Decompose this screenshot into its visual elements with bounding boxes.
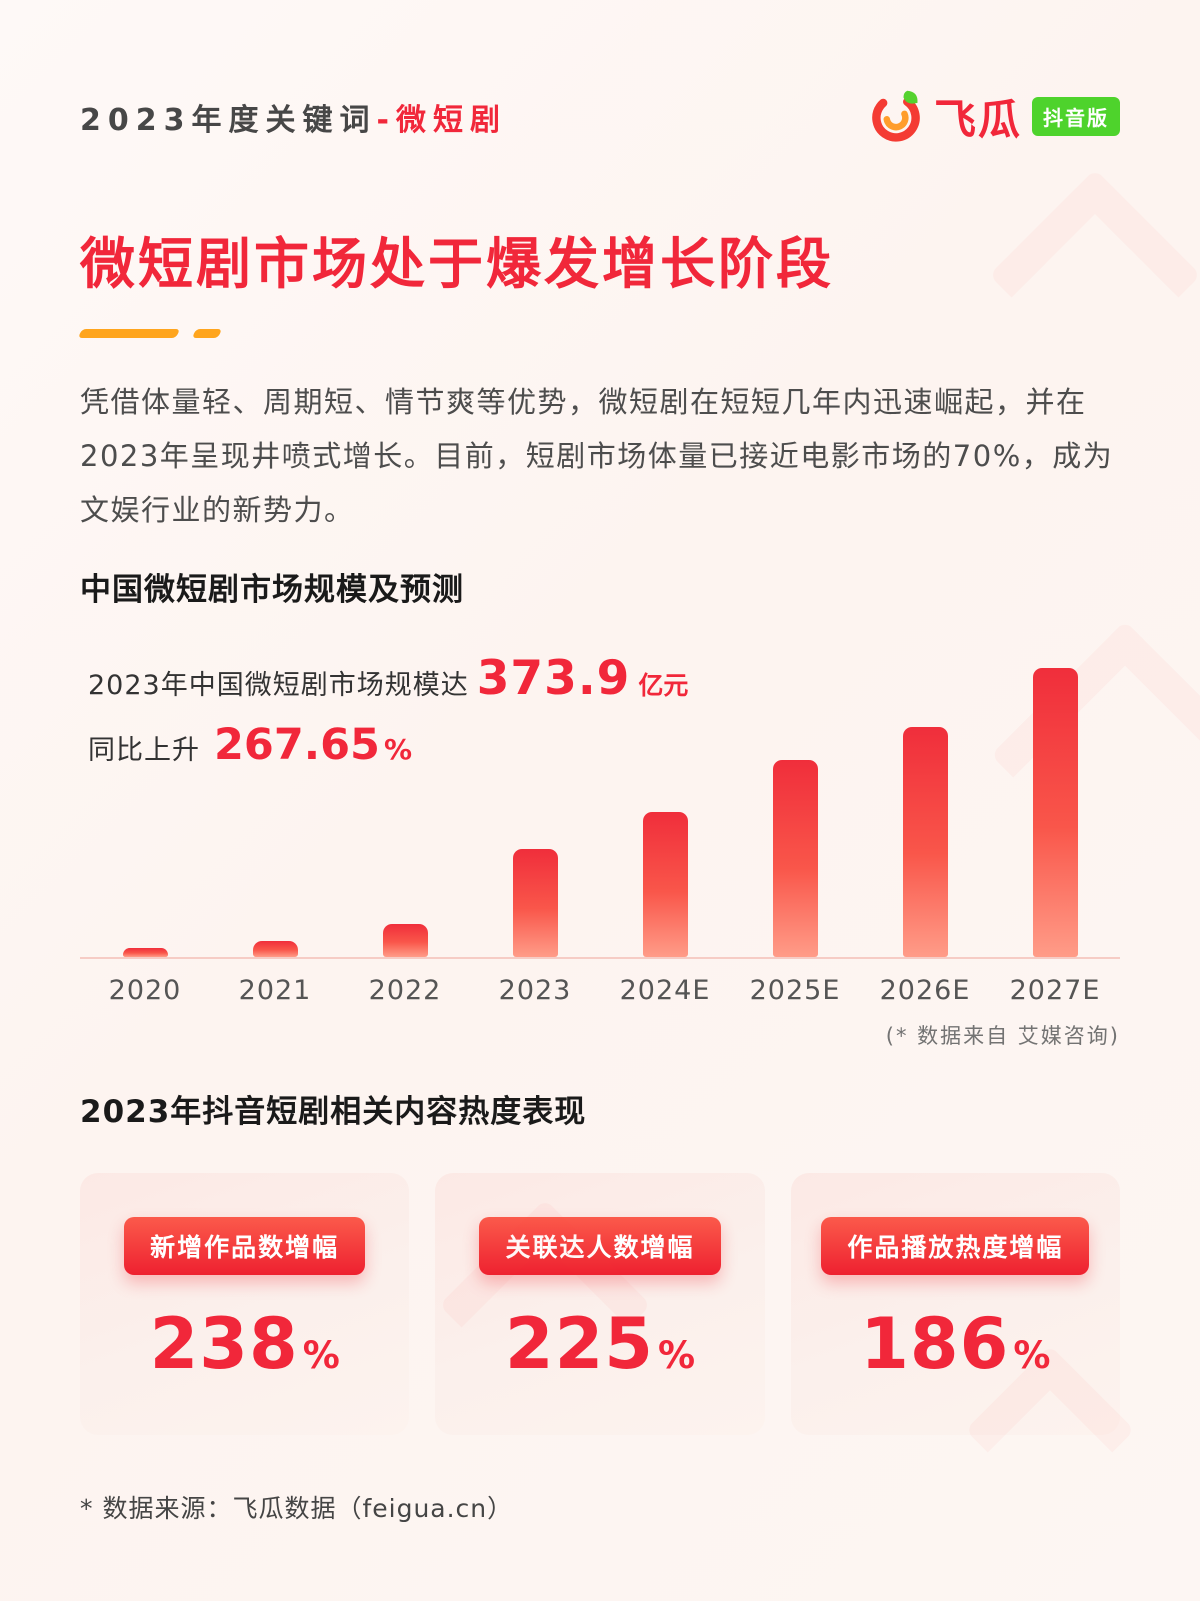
chart-bar-2024E: [642, 811, 688, 957]
bar-column-2027E: [990, 667, 1120, 957]
stat-card-new-works: 新增作品数增幅 238 %: [80, 1172, 410, 1435]
data-source-footnote: * 数据来源：飞瓜数据（feigua.cn）: [80, 1494, 514, 1523]
heat-stat-cards: 新增作品数增幅 238 % 关联达人数增幅 225 % 作品播放热度增幅 186…: [80, 1172, 1120, 1435]
market-size-value: 373.9: [476, 650, 631, 706]
x-axis-label-2022: 2022: [368, 974, 442, 1006]
x-axis-label-2024E: 2024E: [619, 974, 711, 1006]
growth-value: 267.65: [214, 719, 380, 770]
bar-column-2021: [210, 940, 340, 957]
bar-column-2022: [340, 923, 470, 957]
growth-prefix: 同比上升: [88, 734, 200, 766]
chart-bar-2023: [512, 848, 558, 957]
x-axis-label-2020: 2020: [108, 974, 182, 1006]
x-axis-label-2023: 2023: [498, 974, 572, 1006]
bar-chart-bars: [80, 667, 1120, 959]
chart-section-heading: 中国微短剧市场规模及预测: [80, 571, 464, 608]
stat-card-value-row: 186 %: [791, 1303, 1120, 1385]
heat-section-heading: 2023年抖音短剧相关内容热度表现: [80, 1093, 587, 1130]
x-axis-label-2025E: 2025E: [749, 974, 841, 1006]
chart-bar-2025E: [772, 759, 818, 957]
page-header: 2023年度关键词-微短剧 飞瓜 抖音版: [80, 86, 1120, 147]
intro-paragraph: 凭借体量轻、周期短、情节爽等优势，微短剧在短短几年内迅速崛起，并在2023年呈现…: [80, 385, 1114, 527]
stat-card-label: 新增作品数增幅: [124, 1216, 366, 1275]
annotation-prefix: 2023年中国微短剧市场规模达: [88, 669, 469, 701]
underline-bar-long: [77, 329, 181, 338]
stat-card-label: 关联达人数增幅: [479, 1216, 721, 1275]
chart-bar-2026E: [902, 726, 948, 957]
brand-logo-group: 飞瓜 抖音版: [868, 86, 1120, 147]
growth-unit: %: [383, 732, 412, 766]
stat-card-value: 238: [149, 1302, 299, 1385]
bar-column-2026E: [860, 726, 990, 957]
keyword-label: 2023年度关键词: [80, 102, 377, 138]
feigua-logo-icon: [868, 87, 924, 147]
stat-card-label: 作品播放热度增幅: [821, 1216, 1090, 1275]
stat-card-value-row: 225 %: [435, 1303, 764, 1385]
annotation-line-2: 同比上升 267.65 %: [88, 720, 688, 770]
underline-bar-short: [191, 329, 223, 338]
keyword-accent: -微短剧: [376, 102, 507, 138]
annotation-line-1: 2023年中国微短剧市场规模达 373.9 亿元: [88, 651, 688, 706]
market-size-unit: 亿元: [638, 670, 689, 700]
chart-annotation: 2023年中国微短剧市场规模达 373.9 亿元 同比上升 267.65 %: [88, 651, 688, 770]
stat-card-value: 225: [504, 1302, 655, 1385]
brand-version-badge: 抖音版: [1032, 97, 1120, 136]
title-underline-decoration: [77, 329, 1120, 338]
stat-card-unit: %: [302, 1333, 340, 1377]
market-size-bar-chart: 2023年中国微短剧市场规模达 373.9 亿元 同比上升 267.65 %: [80, 627, 1120, 959]
stat-card-unit: %: [658, 1333, 696, 1377]
x-axis-label-2021: 2021: [238, 974, 312, 1006]
bar-column-2025E: [730, 759, 860, 957]
x-axis-label-2027E: 2027E: [1009, 974, 1101, 1006]
chart-bar-2027E: [1032, 667, 1078, 957]
stat-card-play-heat: 作品播放热度增幅 186 %: [790, 1172, 1120, 1435]
chart-bar-2021: [252, 940, 298, 957]
x-axis-label-2026E: 2026E: [879, 974, 971, 1006]
stat-card-value-row: 238 %: [80, 1303, 409, 1385]
chart-source-note: (* 数据来自 艾媒咨询): [885, 1023, 1120, 1048]
chart-bar-2022: [382, 923, 428, 957]
bar-column-2023: [470, 848, 600, 957]
bar-column-2024E: [600, 811, 730, 957]
bar-column-2020: [80, 947, 210, 957]
bar-chart-labels: 2020 2021 2022 2023 2024E 2025E 2026E 2027E: [80, 975, 1120, 1006]
chart-bar-2020: [122, 947, 168, 957]
keyword-heading: 2023年度关键词-微短剧: [80, 95, 507, 139]
brand-name: 飞瓜: [933, 95, 1022, 144]
stat-card-related-creators: 关联达人数增幅 225 %: [435, 1172, 765, 1435]
stat-card-unit: %: [1013, 1333, 1051, 1377]
stat-card-value: 186: [860, 1302, 1010, 1385]
page-title: 微短剧市场处于爆发增长阶段: [80, 232, 835, 296]
